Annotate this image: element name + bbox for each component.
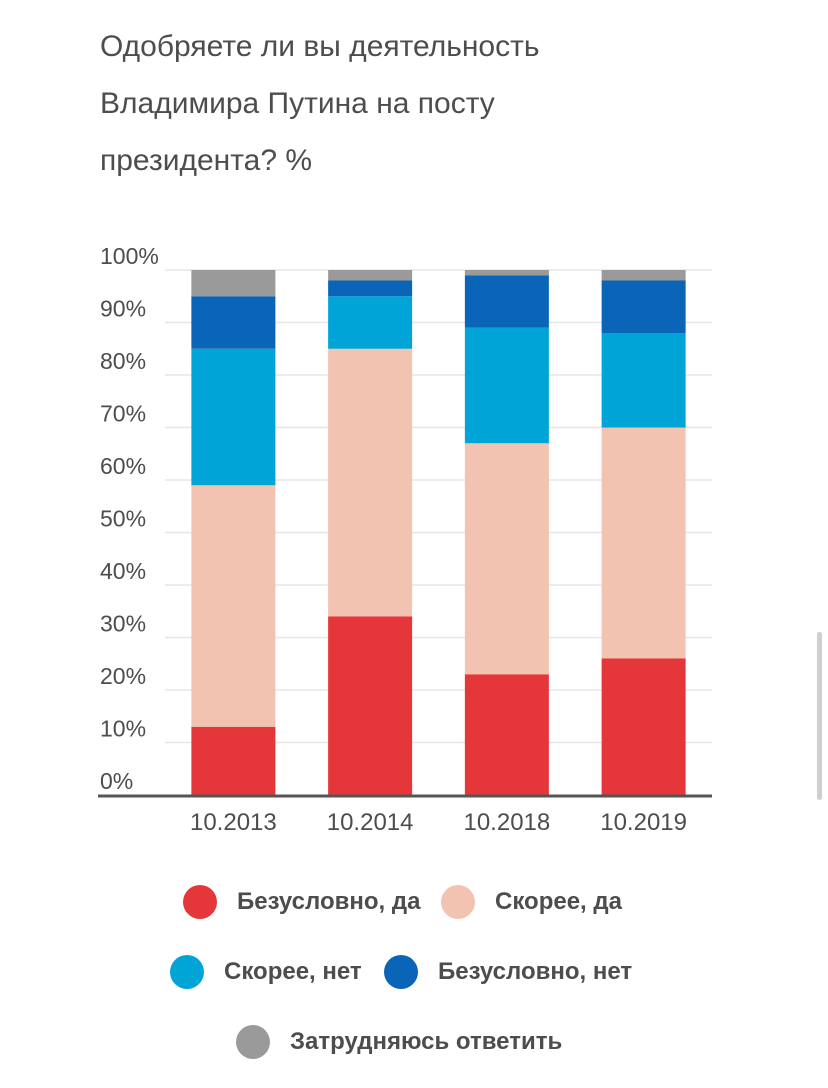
bar-segment [191, 726, 276, 795]
title-line: президента? % [100, 144, 313, 177]
x-tick-label: 10.2019 [600, 809, 687, 836]
legend-label: Затрудняюсь ответить [290, 1028, 563, 1055]
scrollbar-thumb[interactable] [817, 632, 822, 800]
legend-item: Безусловно, нет [384, 955, 632, 989]
bar-segment [601, 280, 686, 333]
bar-segment [191, 348, 276, 486]
y-tick-label: 0% [100, 768, 133, 794]
legend-swatch [236, 1025, 270, 1059]
legend-label: Скорее, да [495, 888, 622, 915]
legend-swatch [170, 955, 204, 989]
y-tick-label: 90% [100, 296, 146, 322]
stacked-bar-chart: 0% 10% 20% 30% 40% 50% 60% 70% 80% 90% 100% 10.2013… [98, 243, 712, 836]
bar-segment [464, 674, 549, 795]
bar-segment [191, 485, 276, 727]
legend-item: Затрудняюсь ответить [236, 1025, 562, 1059]
y-tick-label: 10% [100, 716, 146, 742]
x-tick-label: 10.2018 [463, 809, 550, 836]
bar-segment [328, 616, 413, 795]
bar-segment [328, 270, 413, 281]
legend-label: Безусловно, нет [438, 958, 633, 985]
bar-segment [601, 427, 686, 659]
bar-segment [328, 296, 413, 349]
bar-segment [464, 275, 549, 328]
bar-segment [464, 270, 549, 276]
legend-item: Безусловно, да [183, 885, 420, 919]
title-line: Одобряете ли вы деятельность [100, 30, 540, 63]
legend-item: Скорее, да [441, 885, 622, 919]
legend-swatch [183, 885, 217, 919]
y-tick-label: 60% [100, 453, 146, 479]
legend-label: Скорее, нет [224, 958, 362, 985]
bar-segment [464, 327, 549, 444]
bar-segment [191, 270, 276, 297]
title-line: Владимира Путина на посту [100, 87, 495, 120]
y-tick-label: 50% [100, 506, 146, 532]
x-tick-label: 10.2014 [327, 809, 414, 836]
bar-segment [191, 296, 276, 349]
y-tick-label: 40% [100, 558, 146, 584]
y-tick-label: 70% [100, 401, 146, 427]
y-tick-label: 30% [100, 611, 146, 637]
bar-segment [328, 280, 413, 297]
bar-segment [328, 348, 413, 617]
legend-item: Скорее, нет [170, 955, 362, 989]
y-tick-label: 80% [100, 348, 146, 374]
bar-segment [464, 443, 549, 675]
legend-swatch [441, 885, 475, 919]
y-tick-label: 100% [100, 243, 159, 269]
x-tick-label: 10.2013 [190, 809, 277, 836]
bar-segment [601, 658, 686, 795]
bar-segment [601, 270, 686, 281]
bar-segment [601, 333, 686, 428]
chart-title: Одобряете ли вы деятельность Владимира П… [100, 18, 660, 189]
legend-swatch [384, 955, 418, 989]
y-tick-label: 20% [100, 663, 146, 689]
legend-label: Безусловно, да [237, 888, 421, 915]
